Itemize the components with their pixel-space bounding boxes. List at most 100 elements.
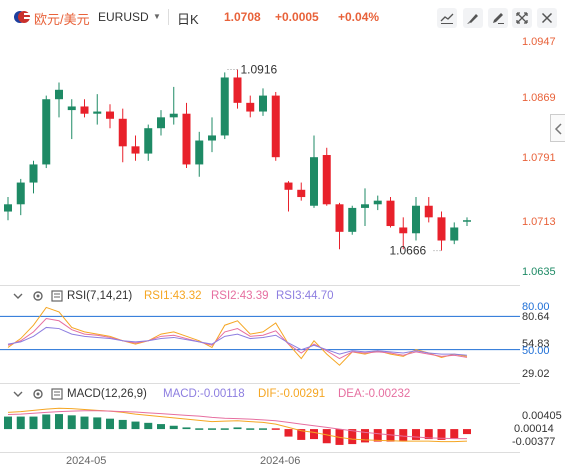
macd-bar <box>118 419 127 430</box>
macd-bar <box>195 428 204 430</box>
candle[interactable] <box>4 197 12 221</box>
candle-body <box>271 95 280 158</box>
candle[interactable] <box>182 102 191 169</box>
candle[interactable] <box>271 91 280 161</box>
line-draw-icon <box>440 13 454 24</box>
candle[interactable] <box>169 86 178 125</box>
candle[interactable] <box>297 182 306 201</box>
macd-value: MACD:-0.00118 <box>163 388 245 400</box>
candle[interactable] <box>144 124 153 161</box>
pair-code[interactable]: EURUSD <box>98 10 149 24</box>
rsi2-value: RSI2:43.39 <box>211 290 269 302</box>
macd-bar <box>348 429 357 445</box>
candle-body <box>386 200 395 227</box>
candle[interactable] <box>29 160 38 194</box>
candle[interactable] <box>246 95 255 118</box>
rsi-chart[interactable] <box>0 303 520 383</box>
macd-chart[interactable] <box>0 402 520 452</box>
period-selector[interactable]: 日K <box>177 12 199 27</box>
candle[interactable] <box>386 197 395 228</box>
candle[interactable] <box>310 135 318 208</box>
macd-bar <box>67 415 76 430</box>
rsi-axis-label: 29.02 <box>522 368 550 380</box>
candle[interactable] <box>424 197 433 223</box>
candle[interactable] <box>157 110 165 136</box>
candle[interactable] <box>335 202 344 250</box>
gear-icon[interactable] <box>32 388 44 400</box>
candle[interactable] <box>195 131 204 177</box>
rsi1-line <box>7 306 468 366</box>
date-axis-label: 2024-06 <box>260 455 301 467</box>
sidebar-toggle[interactable] <box>550 114 565 142</box>
candle[interactable] <box>42 95 51 169</box>
rsi2-line <box>7 318 468 360</box>
candlestick-chart[interactable]: 1.0916 1.0666 <box>0 34 520 284</box>
candle-body <box>42 99 51 165</box>
candle[interactable] <box>80 99 89 118</box>
candle[interactable] <box>55 82 63 118</box>
candle[interactable] <box>399 217 408 250</box>
rsi-title[interactable]: RSI(7,14,21) <box>67 290 133 302</box>
macd-bar <box>246 428 255 430</box>
gear-icon[interactable] <box>32 290 44 302</box>
brush-button[interactable] <box>463 8 483 28</box>
rsi3-line <box>7 326 468 356</box>
candle-body <box>67 106 76 111</box>
candle[interactable] <box>437 211 446 251</box>
candle-body <box>399 227 408 234</box>
candle[interactable] <box>412 197 420 241</box>
candle[interactable] <box>233 69 242 109</box>
expand-button[interactable] <box>512 8 532 28</box>
macd-bar <box>157 424 165 430</box>
dea-line <box>7 410 467 440</box>
candle-body <box>335 204 344 232</box>
candle[interactable] <box>373 195 382 211</box>
macd-bar <box>106 418 114 430</box>
candle[interactable] <box>106 104 114 129</box>
candle[interactable] <box>93 94 102 125</box>
candle[interactable] <box>220 72 229 140</box>
candle-body <box>106 111 114 119</box>
low-label: 1.0666 <box>390 244 427 258</box>
macd-bar <box>208 428 216 430</box>
candle[interactable] <box>131 135 140 161</box>
info-icon[interactable] <box>51 388 63 400</box>
close-button[interactable] <box>537 8 557 28</box>
candle-body <box>131 146 140 154</box>
candle[interactable] <box>322 147 331 206</box>
candle[interactable] <box>361 188 369 227</box>
candle-body <box>450 227 459 241</box>
date-axis-label: 2024-05 <box>66 455 107 467</box>
macd-bar <box>412 429 420 440</box>
macd-axis-label: -0.00377 <box>512 436 556 448</box>
rsi-axis-label: 80.64 <box>522 311 550 323</box>
candle-body <box>55 89 63 100</box>
line-draw-button[interactable] <box>437 8 457 28</box>
rsi-axis-label: 50.00 <box>522 345 550 357</box>
candle[interactable] <box>348 205 357 235</box>
chart-header: 欧元/美元 EURUSD ▼ 日K 1.0708 +0.0005 +0.04% <box>0 0 565 34</box>
chevron-down-icon[interactable]: ▼ <box>153 12 161 21</box>
info-icon[interactable] <box>51 290 63 302</box>
divider <box>0 285 520 286</box>
macd-axis-label: 0.00014 <box>514 423 554 435</box>
eye-icon[interactable] <box>13 291 23 301</box>
candle[interactable] <box>463 217 471 227</box>
pen-button[interactable] <box>488 8 508 28</box>
candle[interactable] <box>118 108 127 163</box>
candle-body <box>16 182 25 205</box>
pair-name[interactable]: 欧元/美元 <box>34 12 90 27</box>
candle[interactable] <box>67 99 76 140</box>
candle[interactable] <box>450 222 459 245</box>
pen-icon <box>493 13 504 24</box>
candle[interactable] <box>208 117 216 153</box>
candle[interactable] <box>259 88 267 116</box>
last-price: 1.0708 <box>224 10 261 24</box>
expand-icon <box>516 12 528 24</box>
macd-title[interactable]: MACD(12,26,9) <box>67 388 147 400</box>
candle[interactable] <box>16 178 25 216</box>
candle[interactable] <box>284 181 293 212</box>
eye-icon[interactable] <box>13 389 23 399</box>
macd-bar <box>373 429 382 442</box>
macd-bar <box>361 429 369 443</box>
